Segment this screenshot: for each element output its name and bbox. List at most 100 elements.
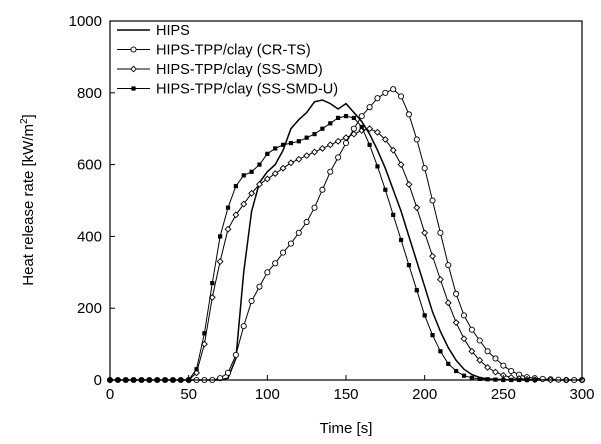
y-tick-label: 1000 [69, 13, 102, 30]
data-point [303, 152, 311, 160]
data-point [240, 200, 248, 208]
data-point [429, 252, 436, 260]
data-point [280, 249, 287, 256]
series-4 [107, 114, 537, 383]
data-point [429, 197, 436, 204]
data-point [438, 349, 443, 354]
data-point [436, 276, 444, 283]
data-point [328, 121, 333, 126]
data-point [492, 355, 499, 362]
x-tick-label: 200 [412, 386, 437, 403]
data-point [366, 104, 373, 111]
data-point [405, 180, 413, 188]
data-point [460, 312, 468, 319]
data-point [218, 234, 223, 239]
data-point [398, 237, 404, 243]
data-point [342, 140, 350, 147]
data-point [257, 162, 262, 167]
data-point [383, 187, 388, 192]
data-point [445, 262, 452, 269]
data-point [476, 337, 483, 344]
x-tick-label: 150 [333, 386, 358, 403]
data-point [453, 290, 460, 297]
data-point [248, 297, 255, 305]
series-line [110, 115, 535, 381]
data-point [367, 142, 372, 147]
y-tick-label: 200 [77, 300, 102, 317]
data-point [131, 86, 136, 91]
data-point [311, 204, 318, 211]
data-point [334, 137, 342, 145]
data-point [327, 168, 334, 175]
data-point [303, 218, 310, 226]
data-point [468, 326, 475, 333]
legend-label: HIPS-TPP/clay (CR-TS) [156, 43, 311, 59]
x-tick-label: 300 [569, 386, 594, 403]
data-point [430, 333, 435, 338]
data-point [452, 319, 460, 326]
data-point [398, 93, 405, 100]
x-tick-label: 250 [491, 386, 516, 403]
y-tick-label: 800 [77, 85, 102, 102]
legend-entry: HIPS-TPP/clay (SS-SMD) [117, 62, 323, 78]
data-point [232, 351, 239, 358]
data-point [374, 95, 381, 102]
legend-label: HIPS-TPP/clay (SS-SMD-U) [156, 82, 338, 98]
legend-entry: HIPS-TPP/clay (SS-SMD-U) [117, 82, 338, 98]
data-point [271, 170, 279, 178]
axes: 0 50 100 150 200 250 300 0 200 400 600 800 1000 [69, 13, 595, 403]
legend-label: HIPS [156, 23, 190, 39]
data-point [421, 229, 429, 237]
data-point [350, 125, 357, 132]
data-point [374, 128, 381, 136]
data-point [202, 331, 207, 336]
y-axis-title-superscript: 2 [19, 118, 30, 124]
data-point [484, 348, 491, 355]
data-point [454, 368, 459, 374]
data-point [342, 134, 350, 142]
data-point [304, 135, 309, 140]
data-point [272, 260, 279, 267]
data-point [249, 169, 254, 174]
data-point [391, 212, 396, 217]
y-tick-label: 400 [77, 228, 102, 245]
data-point [492, 368, 499, 376]
data-point [382, 89, 389, 96]
data-point [358, 113, 365, 120]
data-point [469, 375, 474, 380]
data-point [296, 139, 301, 144]
data-point [225, 205, 231, 210]
data-point [256, 283, 263, 290]
data-point [405, 111, 412, 118]
data-point [406, 263, 412, 268]
data-point [224, 225, 232, 233]
series-line [110, 128, 582, 381]
data-point [484, 363, 492, 371]
data-point [264, 269, 271, 276]
data-point [273, 146, 278, 151]
y-axis-title: Heat release rate [kW/m2] [19, 114, 37, 285]
data-point [288, 140, 294, 146]
data-point [397, 161, 405, 169]
data-point [389, 146, 397, 154]
data-point [130, 46, 137, 53]
data-point [280, 142, 286, 147]
data-point [318, 145, 326, 152]
series-line [110, 88, 582, 381]
data-point [312, 131, 317, 137]
data-point [265, 151, 270, 156]
data-point [539, 375, 546, 382]
series-3 [106, 125, 586, 384]
x-tick-label: 100 [255, 386, 280, 403]
data-point [320, 126, 325, 131]
y-tick-label: 0 [94, 372, 102, 389]
data-point [319, 186, 326, 193]
data-point [194, 367, 199, 372]
series-2 [106, 86, 586, 384]
data-point [351, 115, 356, 121]
data-point [240, 323, 247, 330]
data-point [241, 173, 246, 178]
data-point [461, 373, 467, 378]
